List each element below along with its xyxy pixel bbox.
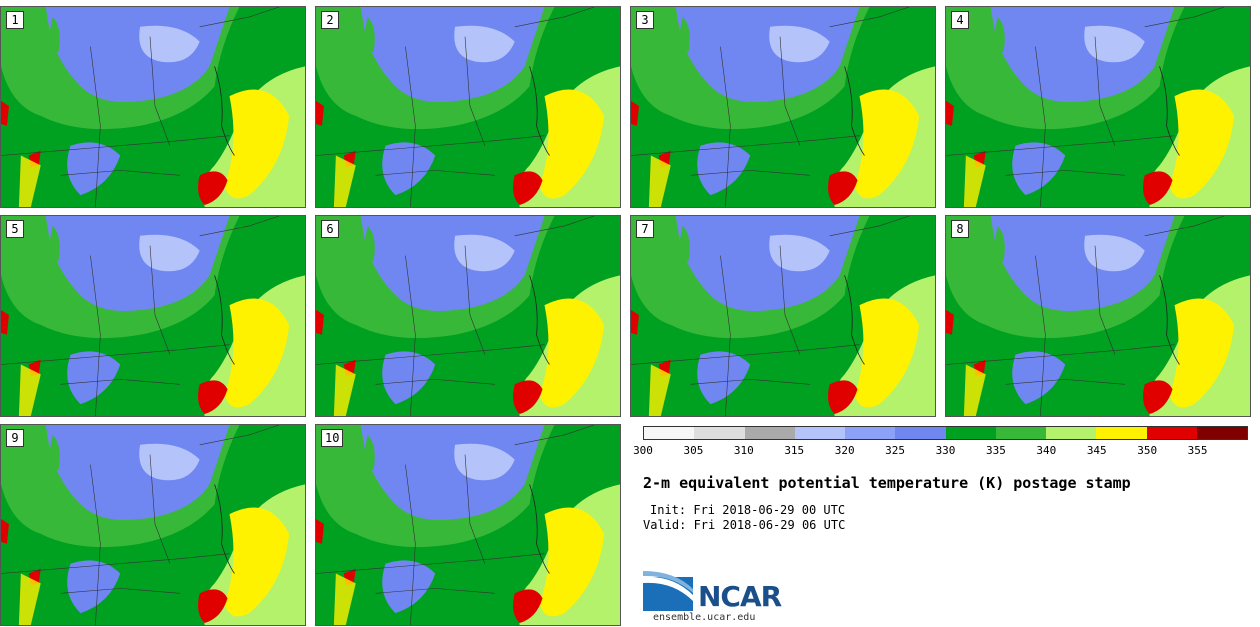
colorbar-tick-label: 325 [885, 444, 906, 457]
colorbar-swatch [995, 427, 1046, 439]
temperature-map [316, 7, 620, 207]
logo-wordmark: NCAR [698, 580, 782, 613]
member-number-label: 3 [636, 11, 654, 29]
colorbar-swatch [1096, 427, 1147, 439]
ncar-logo-icon [643, 571, 693, 611]
colorbar-tick-label: 340 [1036, 444, 1057, 457]
colorbar-tick-label: 335 [985, 444, 1006, 457]
ensemble-member-map: 7 [630, 215, 936, 417]
temperature-map [316, 425, 620, 625]
temperature-map [1, 425, 305, 625]
site-url: ensemble.ucar.edu [653, 612, 756, 623]
ensemble-member-map: 10 [315, 424, 621, 626]
temperature-map [316, 216, 620, 416]
colorbar-tick-label: 300 [633, 444, 653, 457]
member-number-label: 2 [321, 11, 339, 29]
colorbar-swatch [744, 427, 795, 439]
colorbar-swatch [895, 427, 946, 439]
ensemble-member-map: 9 [0, 424, 306, 626]
member-number-label: 6 [321, 220, 339, 238]
valid-time: Valid: Fri 2018-06-29 06 UTC [643, 518, 846, 532]
colorbar-tick-label: 355 [1187, 444, 1208, 457]
colorbar-swatch [794, 427, 845, 439]
ensemble-member-map: 4 [945, 6, 1251, 208]
colorbar-swatch [694, 427, 745, 439]
member-number-label: 7 [636, 220, 654, 238]
colorbar-swatch [1046, 427, 1097, 439]
member-number-label: 5 [6, 220, 24, 238]
colorbar-swatch [1146, 427, 1197, 439]
member-number-label: 8 [951, 220, 969, 238]
temperature-map [1, 216, 305, 416]
ensemble-member-map: 3 [630, 6, 936, 208]
ensemble-member-map: 8 [945, 215, 1251, 417]
temperature-map [631, 7, 935, 207]
temperature-map [946, 7, 1250, 207]
colorbar [643, 426, 1248, 440]
colorbar-swatch [1196, 427, 1247, 439]
colorbar-tick-label: 315 [784, 444, 805, 457]
colorbar-swatch [845, 427, 896, 439]
temperature-map [946, 216, 1250, 416]
temperature-map [631, 216, 935, 416]
colorbar-swatch [945, 427, 996, 439]
ensemble-member-map: 1 [0, 6, 306, 208]
ensemble-member-map: 2 [315, 6, 621, 208]
colorbar-tick-label: 330 [935, 444, 956, 457]
chart-title: 2-m equivalent potential temperature (K)… [643, 474, 1131, 492]
member-number-label: 1 [6, 11, 24, 29]
init-time: Init: Fri 2018-06-29 00 UTC [650, 503, 846, 517]
member-number-label: 10 [321, 429, 344, 447]
member-number-label: 4 [951, 11, 969, 29]
ensemble-member-map: 6 [315, 215, 621, 417]
colorbar-tick-label: 345 [1086, 444, 1107, 457]
colorbar-tick-label: 310 [733, 444, 754, 457]
colorbar-tick-label: 305 [683, 444, 704, 457]
colorbar-tick-label: 350 [1137, 444, 1158, 457]
colorbar-tick-label: 320 [834, 444, 855, 457]
member-number-label: 9 [6, 429, 24, 447]
temperature-map [1, 7, 305, 207]
ensemble-member-map: 5 [0, 215, 306, 417]
colorbar-swatch [644, 427, 695, 439]
